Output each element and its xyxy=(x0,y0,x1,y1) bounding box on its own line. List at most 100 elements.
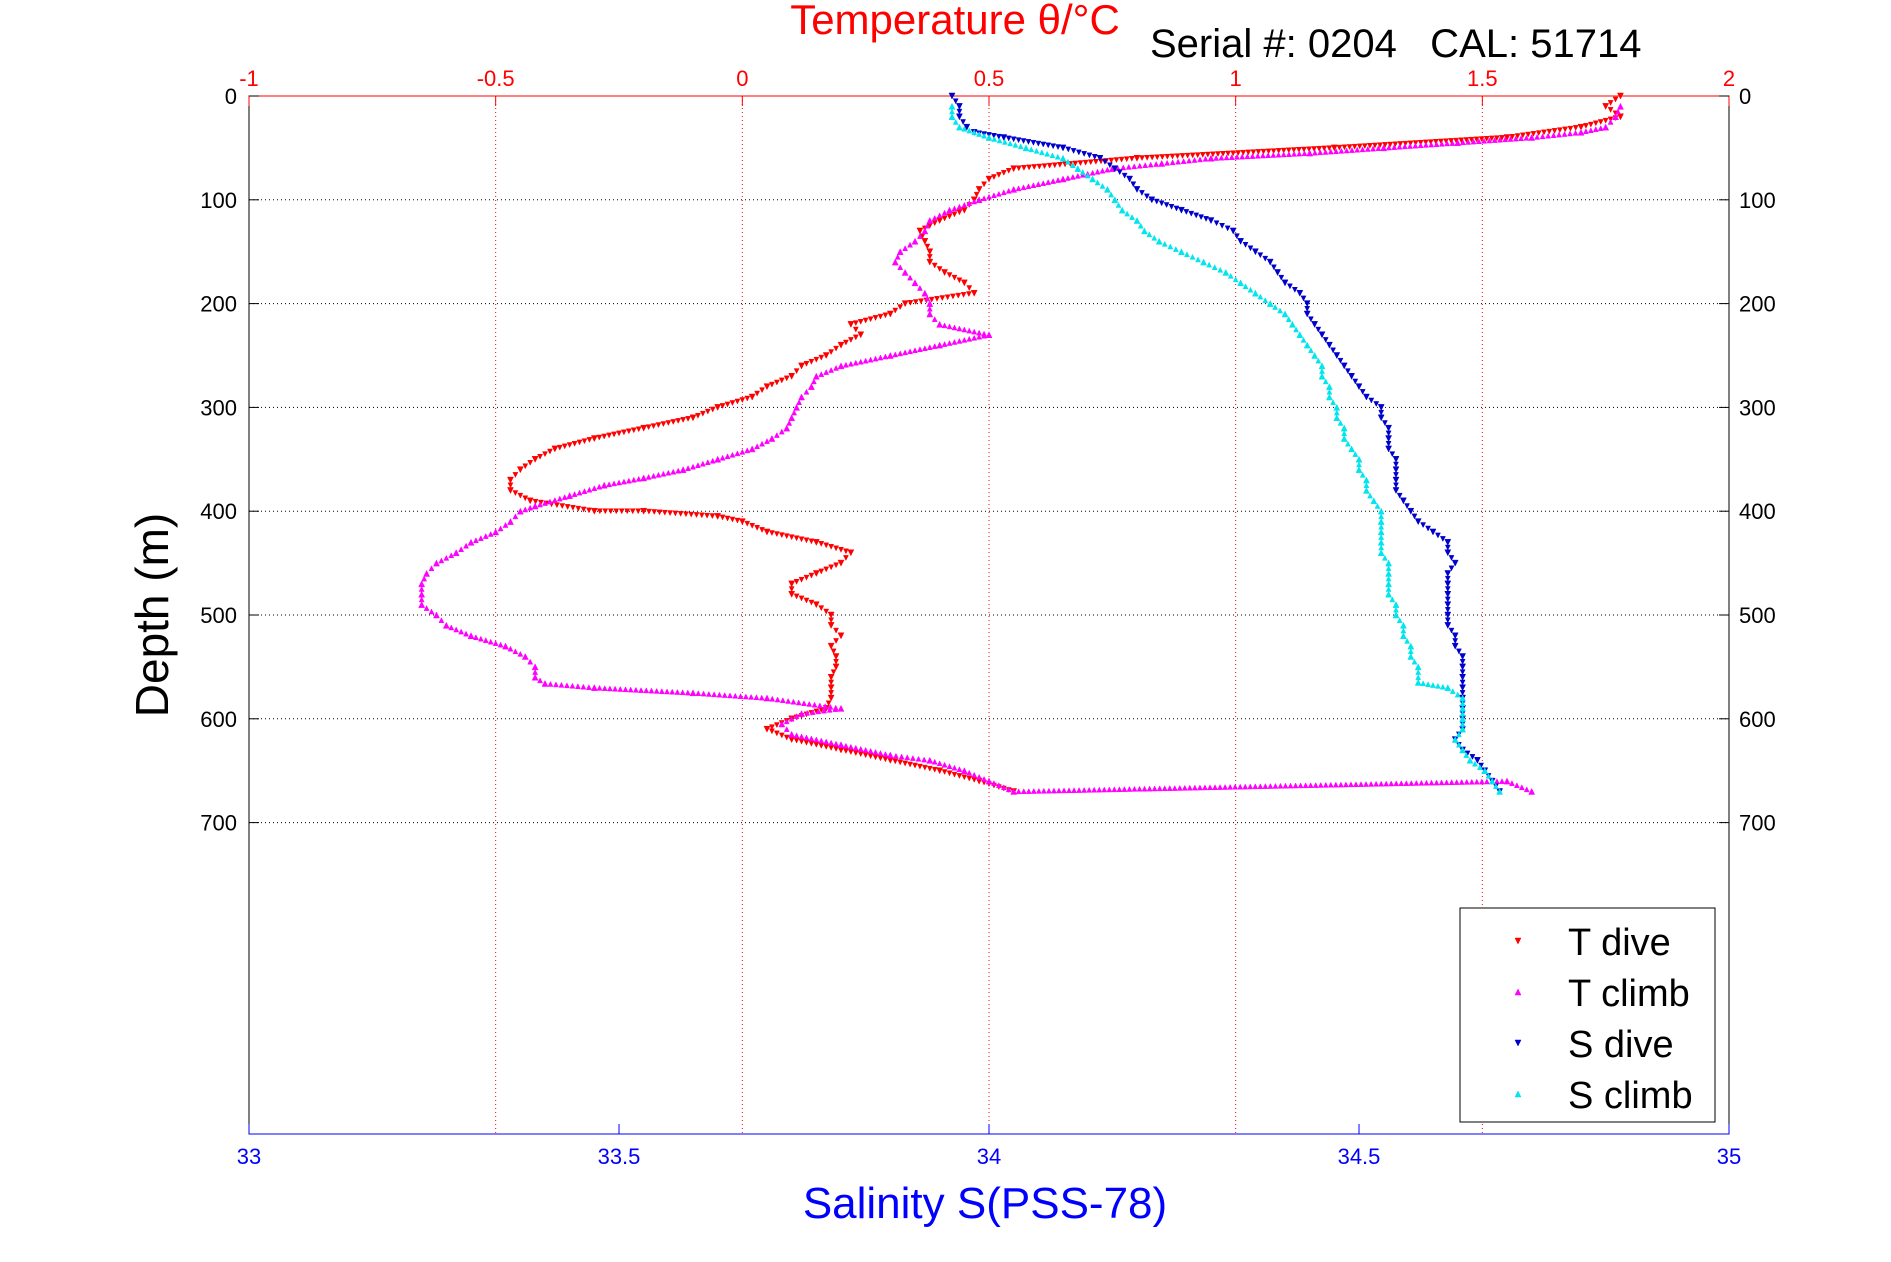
data-point xyxy=(917,346,923,353)
data-point xyxy=(754,443,761,450)
data-point xyxy=(1551,128,1558,134)
data-point xyxy=(1041,163,1048,170)
data-point xyxy=(788,730,796,738)
data-point xyxy=(1451,736,1459,743)
data-point xyxy=(1186,157,1192,164)
data-point xyxy=(580,506,587,513)
data-point xyxy=(773,531,780,538)
data-point xyxy=(1151,234,1158,241)
data-point xyxy=(960,292,967,298)
data-point xyxy=(1592,126,1599,132)
data-point xyxy=(1296,150,1303,157)
data-point xyxy=(1433,141,1440,147)
data-point xyxy=(418,590,426,598)
data-point xyxy=(1411,658,1418,665)
data-point xyxy=(635,508,642,515)
depth-tick-label-right: 600 xyxy=(1739,707,1776,732)
data-point xyxy=(689,414,697,422)
data-point xyxy=(976,329,983,336)
depth-tick-label-right: 100 xyxy=(1739,188,1776,213)
data-point xyxy=(1435,532,1441,539)
data-point xyxy=(727,692,733,699)
data-point xyxy=(941,209,948,216)
data-point xyxy=(616,479,622,486)
data-point xyxy=(912,762,918,769)
data-point xyxy=(709,406,716,413)
data-point xyxy=(1514,133,1521,140)
data-point xyxy=(1455,731,1462,738)
data-point xyxy=(1207,784,1213,791)
data-point xyxy=(507,487,514,494)
data-point xyxy=(1411,513,1418,520)
data-point xyxy=(823,542,830,549)
legend-marker xyxy=(1514,988,1522,996)
data-point xyxy=(788,715,795,722)
data-point xyxy=(1452,638,1459,645)
data-point xyxy=(1120,164,1127,171)
data-point xyxy=(909,755,916,761)
data-point xyxy=(931,766,938,773)
data-point xyxy=(1260,148,1267,155)
data-point xyxy=(1277,782,1284,789)
data-point xyxy=(428,608,435,615)
data-point xyxy=(1040,141,1047,148)
data-point xyxy=(1148,196,1156,204)
data-point xyxy=(1049,152,1056,159)
data-point xyxy=(1177,248,1185,255)
data-point xyxy=(1439,683,1446,690)
data-point xyxy=(729,451,736,458)
data-point xyxy=(1159,154,1166,161)
data-point xyxy=(956,773,963,779)
data-point xyxy=(1459,725,1467,733)
data-point xyxy=(1418,779,1425,786)
data-point xyxy=(951,205,958,212)
data-point xyxy=(1427,139,1434,146)
data-point xyxy=(1166,785,1173,791)
data-point xyxy=(616,430,622,437)
data-point xyxy=(812,601,820,609)
data-point xyxy=(1355,383,1363,391)
data-point xyxy=(798,576,805,583)
data-point xyxy=(823,369,830,375)
data-point xyxy=(1392,456,1400,463)
data-point xyxy=(867,356,874,363)
data-point xyxy=(1340,362,1348,370)
data-point xyxy=(778,532,785,539)
data-point xyxy=(1222,268,1230,276)
data-point xyxy=(1212,784,1218,790)
data-point xyxy=(818,605,825,612)
data-point xyxy=(1229,227,1237,235)
data-point xyxy=(971,771,978,778)
data-point xyxy=(877,354,884,361)
data-point xyxy=(1341,430,1348,437)
data-point xyxy=(1025,183,1032,190)
data-point xyxy=(1251,248,1259,256)
data-point xyxy=(695,690,702,696)
data-point xyxy=(991,780,997,786)
data-point xyxy=(795,699,802,706)
data-point xyxy=(790,698,797,705)
data-point xyxy=(729,400,736,407)
data-point xyxy=(921,238,929,245)
data-point xyxy=(788,580,796,588)
data-point xyxy=(1290,147,1297,154)
data-point xyxy=(1385,424,1393,432)
data-point xyxy=(803,734,810,741)
data-point xyxy=(1091,786,1098,793)
data-point xyxy=(936,341,944,349)
data-point xyxy=(1306,149,1314,157)
data-point xyxy=(516,466,524,474)
data-point xyxy=(1359,471,1366,478)
data-point xyxy=(867,316,874,323)
data-point xyxy=(828,739,835,746)
data-point xyxy=(1488,135,1495,142)
data-point xyxy=(1415,669,1422,675)
data-point xyxy=(1607,118,1614,125)
data-point xyxy=(601,433,608,440)
data-point xyxy=(606,481,613,488)
data-point xyxy=(632,686,639,693)
data-point xyxy=(1191,156,1198,163)
data-point xyxy=(749,522,756,529)
data-point xyxy=(521,652,529,660)
data-point xyxy=(991,174,997,181)
